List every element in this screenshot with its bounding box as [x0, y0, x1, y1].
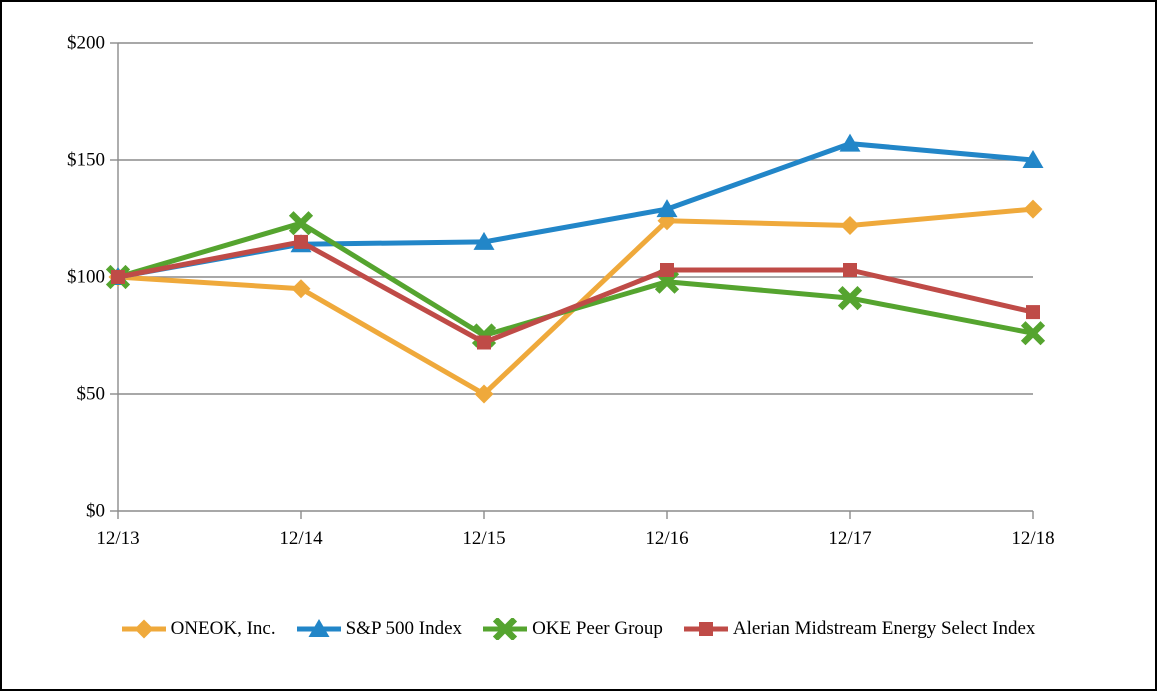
marker-x-oke-peer-group — [1020, 321, 1046, 346]
marker-square-alerian-midstream-energy-select-index — [111, 270, 125, 284]
marker-x-oke-peer-group — [288, 211, 314, 236]
legend-triangle-swatch-icon — [296, 619, 341, 637]
marker-square-alerian-midstream-energy-select-index — [660, 263, 674, 277]
marker-square-alerian-midstream-energy-select-index — [843, 263, 857, 277]
legend-diamond-swatch-icon — [121, 619, 166, 639]
legend-marker-x — [492, 618, 518, 640]
y-axis-tick-label: $0 — [86, 501, 105, 522]
legend-marker-square — [698, 622, 713, 636]
legend-item-oke-peer-group: OKE Peer Group — [483, 618, 663, 640]
marker-square-alerian-midstream-energy-select-index — [1026, 305, 1040, 320]
y-axis-tick-label: $200 — [67, 33, 105, 54]
y-axis-tick-label: $150 — [67, 150, 105, 171]
series-line-s-p-500-index — [117, 141, 1034, 280]
legend-square-swatch-icon — [683, 622, 728, 636]
marker-square-alerian-midstream-energy-select-index — [294, 234, 308, 249]
series-line-alerian-midstream-energy-select-index — [117, 239, 1034, 345]
legend-label: OKE Peer Group — [532, 618, 663, 639]
marker-triangle-s-p-500-index — [1022, 150, 1044, 168]
x-axis-tick-label: 12/13 — [96, 528, 139, 549]
legend-item-alerian-midstream-energy-select-index: Alerian Midstream Energy Select Index — [683, 618, 1036, 640]
x-axis-tick-label: 12/17 — [828, 528, 871, 549]
marker-diamond-oneok-inc — [291, 279, 311, 299]
legend-marker-diamond — [134, 619, 154, 639]
marker-triangle-s-p-500-index — [656, 199, 678, 218]
marker-triangle-s-p-500-index — [839, 133, 861, 152]
legend-label: ONEOK, Inc. — [170, 618, 276, 639]
x-axis-tick-label: 12/14 — [279, 528, 323, 549]
marker-triangle-s-p-500-index — [473, 231, 495, 250]
y-axis-tick-label: $50 — [77, 384, 106, 405]
marker-diamond-oneok-inc — [840, 216, 860, 235]
marker-diamond-oneok-inc — [1023, 199, 1043, 219]
legend-item-oneok-inc: ONEOK, Inc. — [121, 618, 276, 640]
x-axis-tick-label: 12/16 — [645, 528, 688, 549]
x-axis-tick-label: 12/15 — [462, 528, 505, 549]
legend-marker-triangle — [308, 619, 330, 637]
legend-label: Alerian Midstream Energy Select Index — [732, 618, 1036, 639]
marker-x-oke-peer-group — [837, 286, 863, 311]
legend-item-s-p-500-index: S&P 500 Index — [296, 618, 463, 640]
marker-square-alerian-midstream-energy-select-index — [477, 335, 491, 350]
marker-diamond-oneok-inc — [474, 384, 494, 404]
legend-label: S&P 500 Index — [345, 618, 463, 639]
legend-x-swatch-icon — [483, 618, 528, 640]
x-axis-tick-label: 12/18 — [1011, 528, 1054, 549]
y-axis-tick-label: $100 — [67, 267, 105, 288]
chart-legend: ONEOK, Inc. S&P 500 Index OKE Peer Group Al… — [2, 618, 1155, 640]
